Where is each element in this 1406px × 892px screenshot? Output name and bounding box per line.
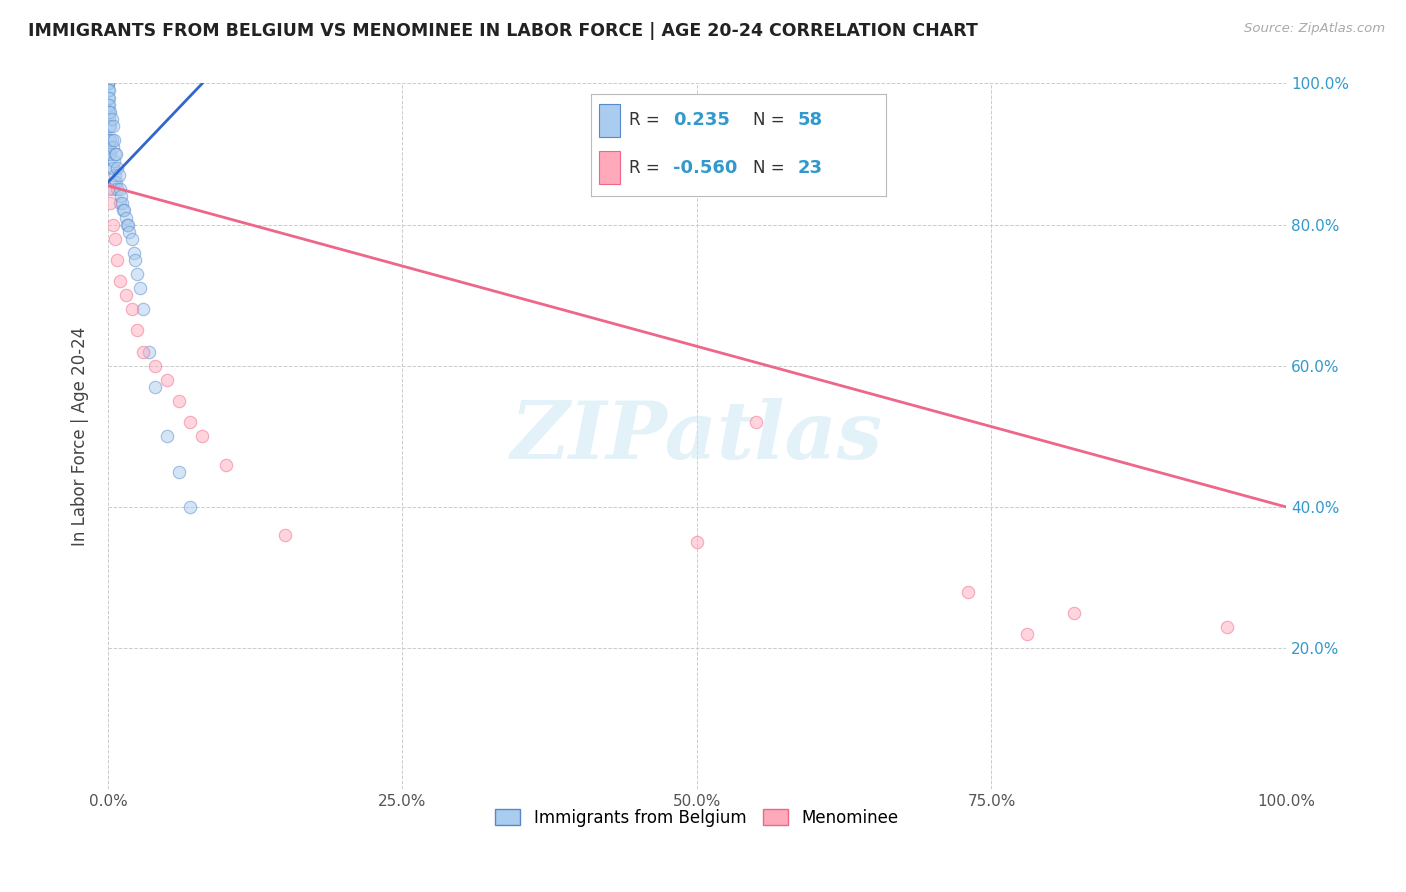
Point xyxy=(117,218,139,232)
Point xyxy=(97,77,120,91)
Point xyxy=(156,429,179,443)
Point xyxy=(121,232,143,246)
Point xyxy=(108,196,131,211)
Text: IMMIGRANTS FROM BELGIUM VS MENOMINEE IN LABOR FORCE | AGE 20-24 CORRELATION CHAR: IMMIGRANTS FROM BELGIUM VS MENOMINEE IN … xyxy=(28,22,979,40)
Point xyxy=(156,373,179,387)
Point xyxy=(105,175,128,189)
Point xyxy=(108,182,131,196)
Point xyxy=(98,112,121,126)
Point xyxy=(100,133,122,147)
Point xyxy=(107,168,129,182)
Text: R =: R = xyxy=(628,159,665,177)
Point xyxy=(114,288,136,302)
Point xyxy=(97,77,120,91)
Point xyxy=(103,133,125,147)
Point xyxy=(107,252,129,267)
Text: 58: 58 xyxy=(797,112,823,129)
Point xyxy=(98,119,121,133)
Point xyxy=(273,528,295,542)
Point xyxy=(122,245,145,260)
Point xyxy=(98,147,121,161)
Point xyxy=(110,189,132,203)
Legend: Immigrants from Belgium, Menominee: Immigrants from Belgium, Menominee xyxy=(489,803,905,834)
Text: R =: R = xyxy=(628,112,665,129)
Point xyxy=(127,323,149,337)
Point xyxy=(97,97,120,112)
Text: Source: ZipAtlas.com: Source: ZipAtlas.com xyxy=(1244,22,1385,36)
Point xyxy=(143,359,166,373)
Point xyxy=(107,182,129,196)
Point xyxy=(104,147,127,161)
Point xyxy=(98,83,121,97)
Point xyxy=(112,203,135,218)
Point xyxy=(114,211,136,225)
Text: ZIPatlas: ZIPatlas xyxy=(510,398,883,475)
Text: 23: 23 xyxy=(797,159,823,177)
Text: -0.560: -0.560 xyxy=(673,159,738,177)
Point xyxy=(98,133,121,147)
Point xyxy=(104,168,127,182)
Bar xyxy=(599,104,620,136)
Point xyxy=(132,302,155,317)
Point xyxy=(686,535,709,549)
Point xyxy=(132,344,155,359)
Point xyxy=(1015,627,1038,641)
Point xyxy=(107,161,129,175)
Point xyxy=(98,104,121,119)
Point xyxy=(98,147,121,161)
Point xyxy=(100,112,122,126)
Point xyxy=(179,415,201,429)
Point xyxy=(215,458,238,472)
Point xyxy=(191,429,214,443)
Point xyxy=(97,104,120,119)
Point xyxy=(114,203,136,218)
Point xyxy=(97,90,120,104)
Text: 0.235: 0.235 xyxy=(673,112,730,129)
Point xyxy=(167,394,190,409)
Point xyxy=(98,133,121,147)
Point xyxy=(143,380,166,394)
Point xyxy=(101,119,124,133)
Text: N =: N = xyxy=(754,159,790,177)
Point xyxy=(98,97,121,112)
Point xyxy=(101,161,124,175)
Point xyxy=(98,140,121,154)
Point xyxy=(97,77,120,91)
Point xyxy=(167,465,190,479)
Point xyxy=(104,232,127,246)
Point xyxy=(97,83,120,97)
Point xyxy=(98,90,121,104)
Y-axis label: In Labor Force | Age 20-24: In Labor Force | Age 20-24 xyxy=(72,326,89,546)
Point xyxy=(97,182,120,196)
Point xyxy=(100,161,122,175)
Text: N =: N = xyxy=(754,112,790,129)
Point xyxy=(127,267,149,281)
Point xyxy=(105,147,128,161)
Point xyxy=(956,584,979,599)
Bar xyxy=(599,151,620,184)
Point xyxy=(124,252,146,267)
Point xyxy=(101,140,124,154)
Point xyxy=(98,104,121,119)
Point xyxy=(98,119,121,133)
Point xyxy=(1063,606,1085,620)
Point xyxy=(1216,620,1239,634)
Point xyxy=(128,281,150,295)
Point xyxy=(115,218,138,232)
Point xyxy=(108,274,131,288)
Point xyxy=(103,154,125,169)
Point xyxy=(179,500,201,514)
Point xyxy=(138,344,160,359)
Point xyxy=(98,196,121,211)
Point xyxy=(121,302,143,317)
Point xyxy=(101,182,124,196)
Point xyxy=(745,415,768,429)
Point xyxy=(101,218,124,232)
Point xyxy=(111,196,134,211)
Point xyxy=(118,225,141,239)
Point xyxy=(103,175,125,189)
